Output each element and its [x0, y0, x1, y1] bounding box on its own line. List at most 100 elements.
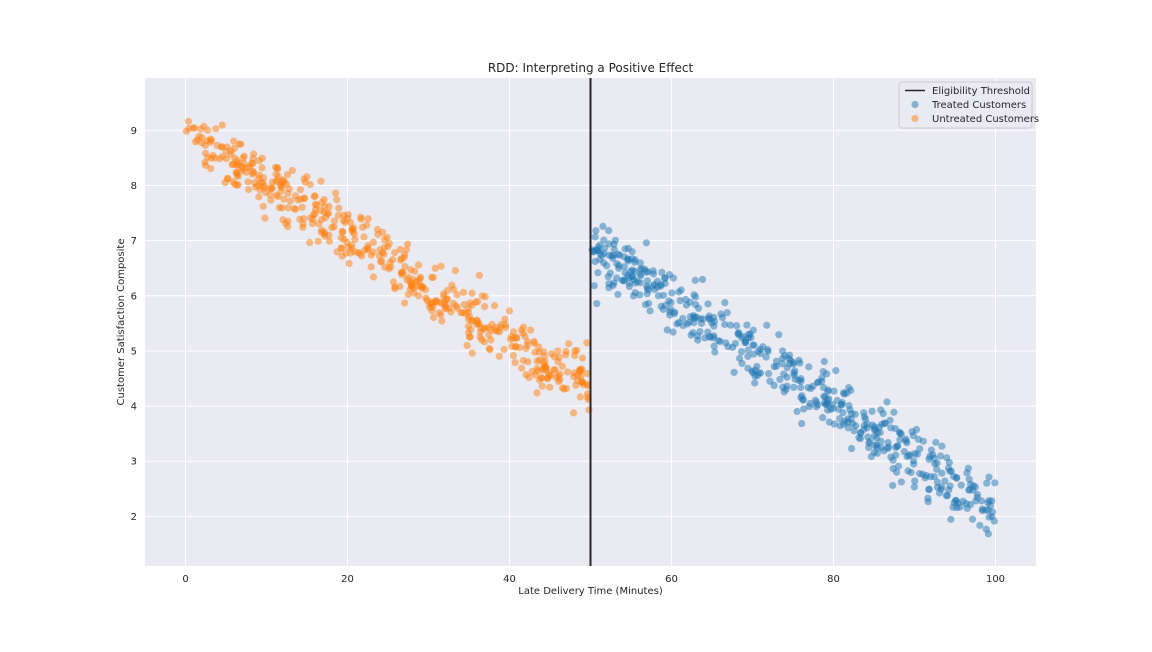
- treated-point: [797, 377, 805, 385]
- untreated-point: [345, 259, 353, 268]
- untreated-point: [502, 323, 510, 332]
- treated-point: [991, 479, 999, 487]
- untreated-point: [554, 377, 563, 386]
- treated-point: [845, 401, 853, 410]
- treated-point: [844, 424, 852, 432]
- treated-point: [620, 276, 628, 284]
- treated-point: [737, 348, 746, 356]
- treated-point: [873, 429, 881, 437]
- treated-point: [932, 438, 940, 446]
- untreated-point: [314, 237, 322, 245]
- untreated-point: [364, 242, 372, 250]
- treated-point: [968, 515, 977, 523]
- untreated-point: [423, 296, 431, 304]
- treated-point: [814, 401, 822, 409]
- untreated-point: [224, 175, 232, 183]
- untreated-point: [571, 347, 579, 355]
- treated-point: [930, 473, 938, 481]
- treated-point: [685, 318, 693, 326]
- treated-point: [868, 407, 876, 415]
- untreated-point: [245, 185, 253, 194]
- treated-point: [830, 387, 838, 395]
- treated-point: [706, 333, 715, 341]
- untreated-point: [359, 223, 367, 231]
- treated-point: [776, 375, 784, 384]
- untreated-point: [583, 369, 591, 378]
- untreated-point: [257, 179, 265, 187]
- untreated-point: [464, 308, 472, 316]
- untreated-point: [358, 252, 366, 260]
- treated-point: [663, 326, 671, 334]
- treated-point: [988, 508, 997, 516]
- legend-treated-swatch: [911, 100, 919, 109]
- treated-point: [911, 477, 919, 485]
- treated-point: [650, 280, 659, 289]
- untreated-point: [235, 159, 243, 167]
- treated-point: [591, 257, 599, 266]
- untreated-point: [406, 285, 414, 293]
- treated-point: [726, 321, 735, 329]
- treated-point: [644, 268, 652, 276]
- untreated-point: [364, 215, 372, 223]
- treated-point: [887, 424, 895, 432]
- treated-point: [649, 270, 658, 278]
- untreated-point: [291, 192, 300, 200]
- treated-point: [594, 269, 602, 277]
- treated-point: [631, 279, 639, 287]
- treated-point: [889, 481, 897, 490]
- untreated-point: [311, 210, 319, 218]
- treated-point: [620, 253, 628, 261]
- treated-point: [798, 419, 806, 428]
- untreated-point: [283, 171, 292, 179]
- untreated-point: [521, 332, 529, 341]
- treated-point: [871, 441, 879, 450]
- untreated-point: [267, 196, 275, 204]
- untreated-point: [583, 339, 591, 347]
- untreated-point: [252, 183, 260, 191]
- treated-point: [893, 442, 901, 450]
- untreated-point: [240, 160, 248, 168]
- untreated-point: [429, 313, 438, 322]
- untreated-point: [453, 291, 461, 299]
- untreated-point: [274, 192, 282, 200]
- treated-point: [744, 364, 752, 372]
- treated-point: [826, 405, 835, 414]
- untreated-point: [531, 371, 540, 379]
- treated-point: [629, 292, 638, 300]
- untreated-point: [540, 348, 548, 356]
- treated-point: [985, 473, 993, 481]
- treated-points: [588, 222, 999, 538]
- untreated-point: [349, 228, 357, 236]
- treated-point: [605, 227, 613, 235]
- treated-point: [847, 386, 855, 395]
- treated-point: [965, 475, 973, 483]
- untreated-point: [414, 261, 423, 269]
- treated-point: [710, 342, 718, 350]
- untreated-point: [438, 317, 446, 325]
- untreated-point: [530, 339, 538, 347]
- untreated-point: [550, 366, 558, 374]
- untreated-point: [538, 382, 546, 390]
- untreated-point: [244, 178, 252, 186]
- y-tick-label: 9: [131, 126, 137, 137]
- treated-point: [615, 264, 623, 272]
- treated-point: [976, 521, 984, 530]
- untreated-point: [306, 180, 314, 189]
- untreated-point: [478, 336, 486, 344]
- treated-point: [946, 467, 954, 475]
- untreated-point: [396, 282, 404, 291]
- y-tick-label: 4: [131, 402, 137, 413]
- untreated-point: [519, 323, 528, 331]
- legend-box: [898, 81, 1033, 129]
- untreated-point: [259, 202, 267, 210]
- untreated-point: [374, 230, 382, 239]
- untreated-point: [228, 161, 236, 169]
- untreated-point: [377, 258, 385, 266]
- untreated-point: [451, 267, 459, 275]
- treated-point: [840, 389, 848, 397]
- treated-point: [749, 326, 757, 334]
- treated-point: [732, 322, 741, 330]
- treated-point: [791, 367, 799, 375]
- treated-point: [682, 295, 690, 304]
- treated-point: [723, 309, 731, 317]
